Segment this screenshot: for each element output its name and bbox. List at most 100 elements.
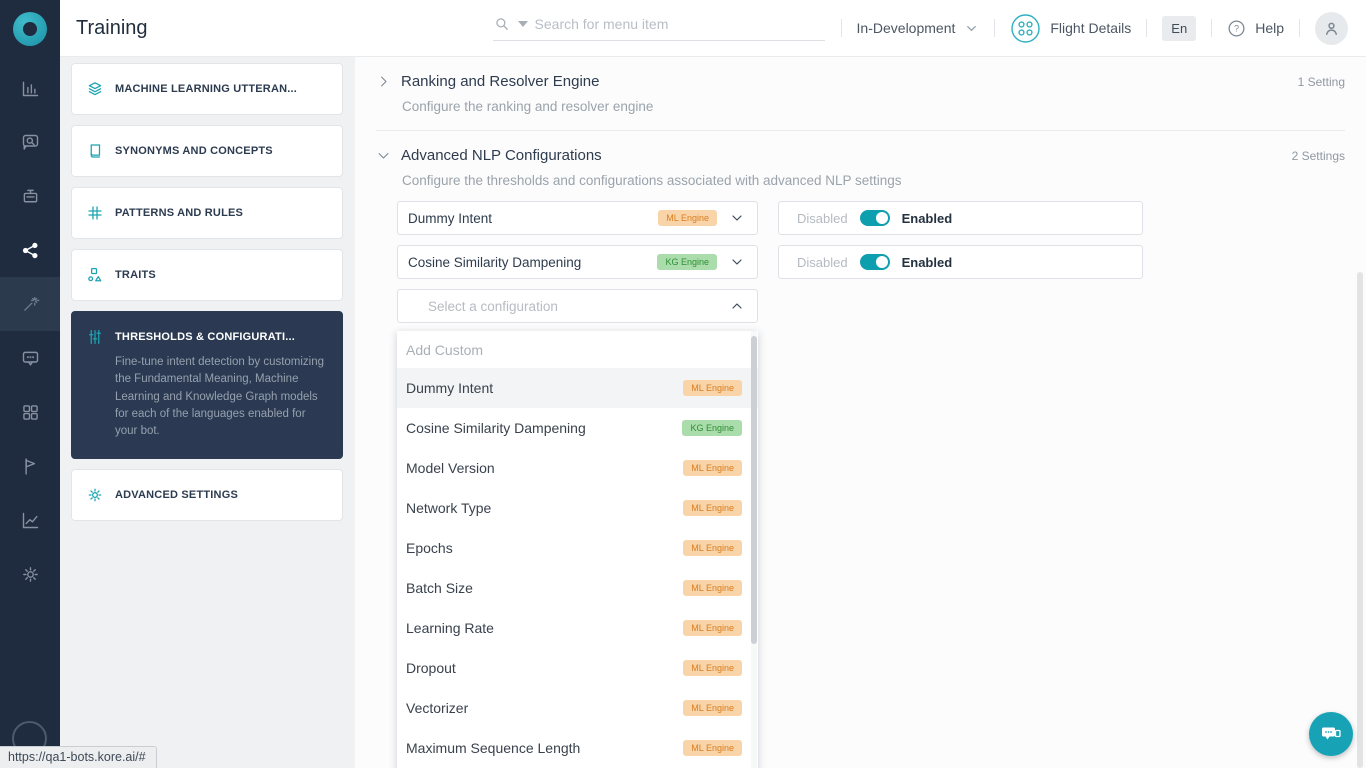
- config-name: Dummy Intent: [408, 210, 493, 226]
- toggle-switch[interactable]: [859, 210, 890, 226]
- dropdown-option[interactable]: Batch Size ML Engine: [397, 568, 758, 608]
- config-toggle-dummy-intent: Disabled Enabled: [778, 201, 1143, 235]
- rail-item-settings[interactable]: [0, 547, 60, 601]
- toggle-off-label: Disabled: [797, 210, 848, 226]
- select-chevron[interactable]: [717, 298, 757, 314]
- rail-item-integrations[interactable]: [0, 223, 60, 277]
- user-avatar[interactable]: [1315, 11, 1348, 45]
- dropdown-option[interactable]: Vectorizer ML Engine: [397, 688, 758, 728]
- machine-icon: [23, 189, 37, 202]
- section-advanced-nlp[interactable]: Advanced NLP Configurations 2 Settings: [376, 131, 1345, 164]
- rail-item-performance[interactable]: [0, 493, 60, 547]
- config-select-new[interactable]: Select a configuration: [397, 289, 758, 323]
- dropdown-option-label: Dummy Intent: [406, 380, 494, 396]
- nav-card-traits[interactable]: TRAITS: [71, 249, 343, 301]
- chat-bubbles-icon: [1322, 727, 1341, 740]
- empty-cell: [778, 289, 1143, 323]
- toggle-switch[interactable]: [859, 254, 890, 270]
- section-subtitle: Configure the thresholds and configurati…: [402, 173, 902, 188]
- dropdown-option-label: Maximum Sequence Length: [406, 740, 581, 756]
- flag-icon: [24, 457, 35, 475]
- line-chart-icon: [22, 512, 38, 528]
- rail-item-natural-language[interactable]: [0, 277, 60, 331]
- config-select-dummy-intent[interactable]: Dummy Intent ML Engine: [397, 201, 758, 235]
- help-button[interactable]: ? Help: [1227, 19, 1284, 38]
- engine-badge: ML Engine: [683, 460, 742, 476]
- nav-card-label: PATTERNS AND RULES: [115, 207, 244, 219]
- search-icon: [495, 18, 508, 30]
- dropdown-scrollbar-thumb[interactable]: [751, 336, 757, 644]
- person-icon: [1325, 22, 1338, 35]
- dropdown-option-label: Epochs: [406, 540, 453, 556]
- flight-details-button[interactable]: Flight Details: [1010, 13, 1131, 44]
- engine-badge: ML Engine: [683, 540, 742, 556]
- nav-card-machine-learning[interactable]: MACHINE LEARNING UTTERAN...: [71, 63, 343, 115]
- dropdown-option[interactable]: Learning Rate ML Engine: [397, 608, 758, 648]
- dropdown-option[interactable]: Cosine Similarity Dampening KG Engine: [397, 408, 758, 448]
- nav-card-label: ADVANCED SETTINGS: [115, 489, 238, 502]
- wand-icon: [23, 296, 39, 311]
- sliders-icon: [88, 329, 102, 345]
- engine-badge: ML Engine: [683, 660, 742, 676]
- chevron-down-icon: [732, 215, 742, 221]
- separator: [1146, 19, 1148, 37]
- rail-item-conversations[interactable]: [0, 115, 60, 169]
- engine-badge: KG Engine: [657, 254, 717, 270]
- page-scrollbar-thumb[interactable]: [1357, 272, 1363, 768]
- toggle-on-label: Enabled: [901, 210, 953, 226]
- separator: [994, 19, 996, 37]
- top-right-cluster: In-Development Flight Details En ? Help: [840, 11, 1348, 45]
- training-subnav: MACHINE LEARNING UTTERAN... SYNONYMS AND…: [60, 57, 355, 768]
- dropdown-option[interactable]: Dropout ML Engine: [397, 648, 758, 688]
- select-chevron[interactable]: [717, 210, 757, 226]
- section-ranking-resolver[interactable]: Ranking and Resolver Engine 1 Setting: [376, 57, 1345, 90]
- top-bar: Training In-Development Flight Details E…: [60, 0, 1366, 57]
- chevron-down-icon: [732, 259, 742, 265]
- dropdown-option[interactable]: Maximum Sequence Length ML Engine: [397, 728, 758, 768]
- rail-item-talk-to-bot[interactable]: [0, 331, 60, 385]
- nav-card-advanced-settings[interactable]: ADVANCED SETTINGS: [71, 469, 343, 522]
- page-title: Training: [76, 16, 148, 39]
- config-grid: Dummy Intent ML Engine Disabled Enabled …: [397, 201, 1345, 323]
- search-input[interactable]: [534, 16, 775, 32]
- dropdown-option-add-custom[interactable]: Add Custom: [397, 331, 758, 368]
- search-scope-caret-icon[interactable]: [517, 21, 528, 27]
- dropdown-option[interactable]: Epochs ML Engine: [397, 528, 758, 568]
- engine-badge: ML Engine: [683, 740, 742, 756]
- rail-item-analytics[interactable]: [0, 61, 60, 115]
- chat-fab-button[interactable]: [1309, 712, 1353, 756]
- language-button[interactable]: En: [1162, 15, 1197, 41]
- section-divider: [376, 130, 1345, 131]
- dropdown-option[interactable]: Dummy Intent ML Engine: [397, 368, 758, 408]
- rail-item-bot-tasks[interactable]: [0, 169, 60, 223]
- toggle-on-label: Enabled: [901, 254, 953, 270]
- section-setting-count: 1 Setting: [1297, 74, 1345, 89]
- chevron-down-icon: [967, 25, 977, 31]
- kore-logo-ring: [13, 11, 47, 46]
- dropdown-option-label: Cosine Similarity Dampening: [406, 420, 586, 436]
- kore-logo[interactable]: [0, 0, 60, 57]
- menu-search[interactable]: [492, 15, 825, 41]
- engine-badge: ML Engine: [683, 620, 742, 636]
- dropdown-option[interactable]: Network Type ML Engine: [397, 488, 758, 528]
- thresholds-panel: Ranking and Resolver Engine 1 Setting Co…: [355, 57, 1366, 768]
- engine-badge: ML Engine: [683, 700, 742, 716]
- nav-card-label: MACHINE LEARNING UTTERAN...: [115, 83, 298, 95]
- nav-card-synonyms[interactable]: SYNONYMS AND CONCEPTS: [71, 125, 343, 177]
- separator: [1211, 19, 1213, 37]
- select-chevron[interactable]: [717, 254, 757, 270]
- rail-item-widgets[interactable]: [0, 385, 60, 439]
- nav-card-thresholds[interactable]: THRESHOLDS & CONFIGURATI... Fine-tune in…: [71, 311, 343, 460]
- nav-card-patterns[interactable]: PATTERNS AND RULES: [71, 187, 343, 239]
- dropdown-option-label: Batch Size: [406, 580, 473, 596]
- dropdown-option[interactable]: Model Version ML Engine: [397, 448, 758, 488]
- config-select-cosine-dampening[interactable]: Cosine Similarity Dampening KG Engine: [397, 245, 758, 279]
- toggle-off-label: Disabled: [797, 254, 848, 270]
- rail-item-publish[interactable]: [0, 439, 60, 493]
- share-icon: [22, 242, 38, 258]
- gear-icon: [22, 566, 38, 582]
- chevron-up-icon: [732, 303, 742, 309]
- section-title: Advanced NLP Configurations: [401, 147, 602, 164]
- environment-dropdown[interactable]: In-Development: [857, 20, 980, 36]
- select-placeholder: Select a configuration: [428, 298, 558, 314]
